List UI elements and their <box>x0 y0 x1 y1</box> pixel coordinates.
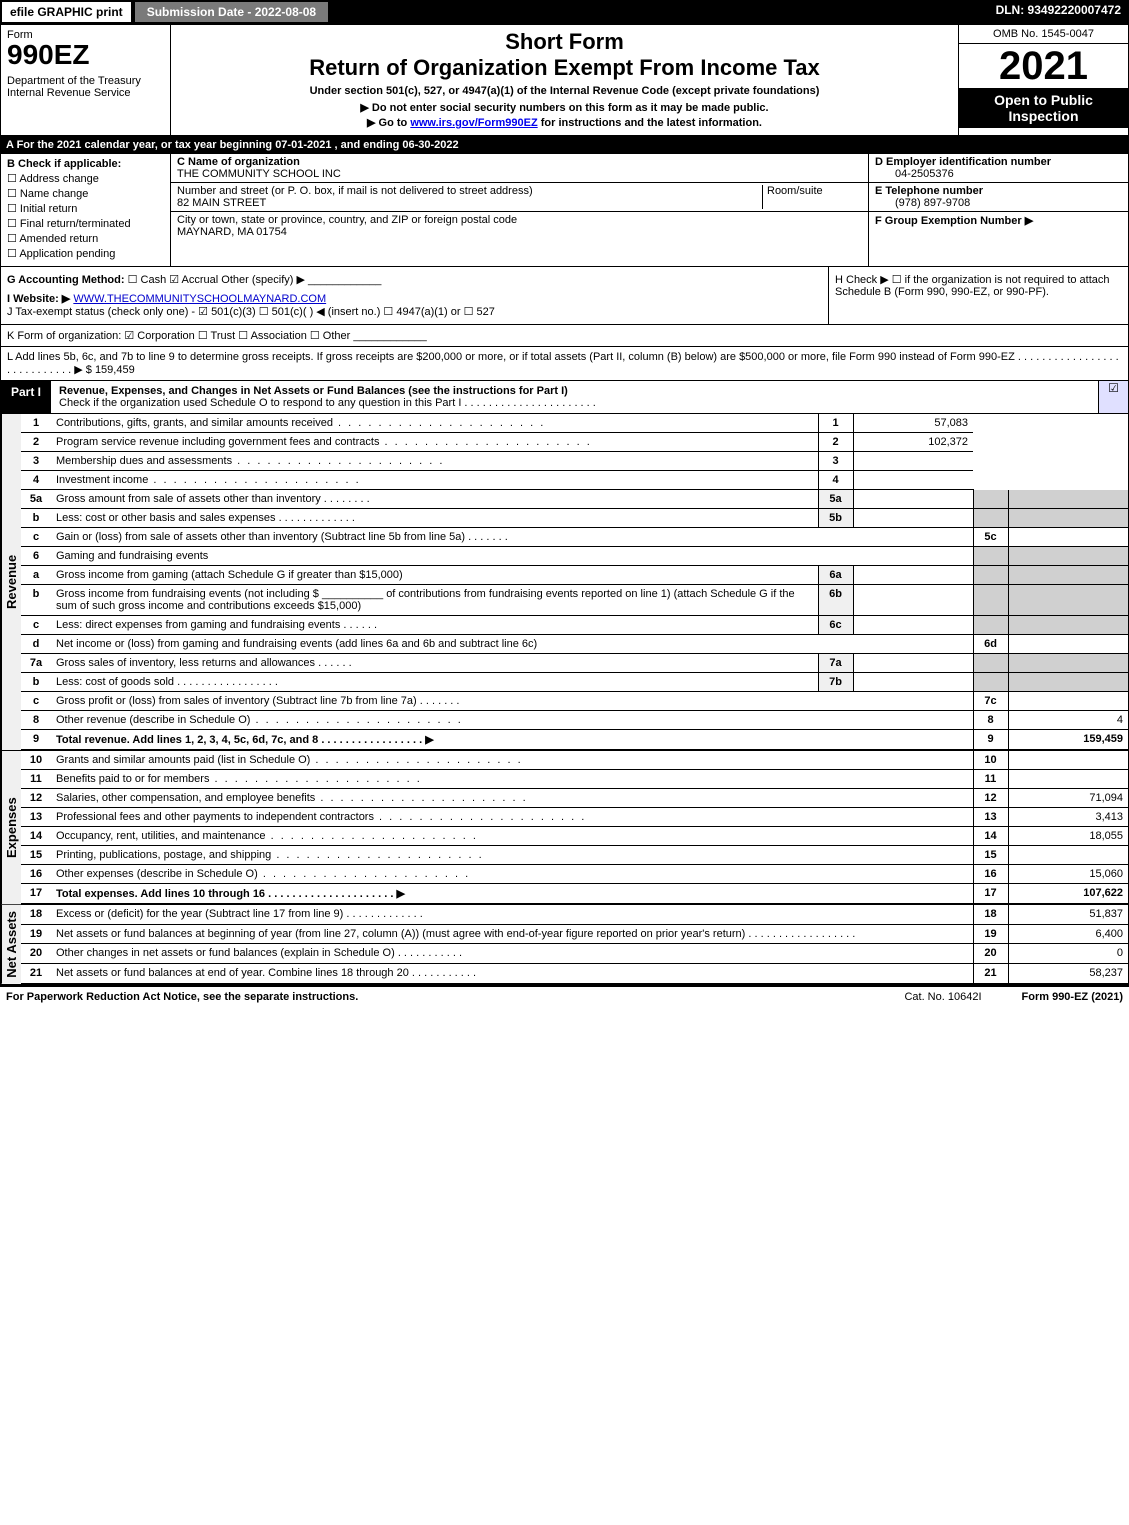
block-bcdef: B Check if applicable: ☐ Address change … <box>0 154 1129 267</box>
form-footer: Form 990-EZ (2021) <box>1022 991 1123 1003</box>
part1-sub: Check if the organization used Schedule … <box>59 397 596 409</box>
netassets-section: Net Assets 18Excess or (deficit) for the… <box>0 904 1129 985</box>
line-3: 3Membership dues and assessments3 <box>21 452 1128 471</box>
line-11: 11Benefits paid to or for members11 <box>21 770 1128 789</box>
f-hdr: F Group Exemption Number ▶ <box>875 215 1033 227</box>
phone-value: (978) 897-9708 <box>875 197 1122 209</box>
line-1: 1Contributions, gifts, grants, and simil… <box>21 414 1128 433</box>
line-16: 16Other expenses (describe in Schedule O… <box>21 865 1128 884</box>
row-g: G Accounting Method: ☐ Cash ☑ Accrual Ot… <box>7 273 822 286</box>
page-footer: For Paperwork Reduction Act Notice, see … <box>0 985 1129 1007</box>
org-city: MAYNARD, MA 01754 <box>177 226 287 238</box>
paperwork-notice: For Paperwork Reduction Act Notice, see … <box>6 991 904 1003</box>
goto-pre: ▶ Go to <box>367 117 410 129</box>
line-6: 6Gaming and fundraising events <box>21 547 1128 566</box>
col-c: C Name of organization THE COMMUNITY SCH… <box>171 154 868 266</box>
col-b: B Check if applicable: ☐ Address change … <box>1 154 171 266</box>
part1-title: Revenue, Expenses, and Changes in Net As… <box>59 385 568 397</box>
chk-pending[interactable]: ☐ Application pending <box>7 247 164 260</box>
row-j: J Tax-exempt status (check only one) - ☑… <box>7 305 822 318</box>
line-6a: aGross income from gaming (attach Schedu… <box>21 566 1128 585</box>
c-city-hdr: City or town, state or province, country… <box>177 214 517 226</box>
block-ghij: G Accounting Method: ☐ Cash ☑ Accrual Ot… <box>0 267 1129 325</box>
line-6c: cLess: direct expenses from gaming and f… <box>21 616 1128 635</box>
short-form-title: Short Form <box>179 29 950 55</box>
c-street-hdr: Number and street (or P. O. box, if mail… <box>177 185 533 197</box>
part1-check[interactable]: ☑ <box>1098 381 1128 413</box>
org-street: 82 MAIN STREET <box>177 197 266 209</box>
line-17: 17Total expenses. Add lines 10 through 1… <box>21 884 1128 904</box>
omb-number: OMB No. 1545-0047 <box>959 25 1128 44</box>
submission-date: Submission Date - 2022-08-08 <box>133 0 330 24</box>
line-6b: bGross income from fundraising events (n… <box>21 585 1128 616</box>
under-section: Under section 501(c), 527, or 4947(a)(1)… <box>179 85 950 97</box>
part1-header: Part I Revenue, Expenses, and Changes in… <box>0 381 1129 414</box>
irs-link[interactable]: www.irs.gov/Form990EZ <box>410 117 537 129</box>
row-i: I Website: ▶ WWW.THECOMMUNITYSCHOOLMAYNA… <box>7 292 822 305</box>
expenses-section: Expenses 10Grants and similar amounts pa… <box>0 750 1129 904</box>
chk-initial[interactable]: ☐ Initial return <box>7 202 164 215</box>
top-bar: efile GRAPHIC print Submission Date - 20… <box>0 0 1129 24</box>
ein-value: 04-2505376 <box>875 168 1122 180</box>
goto-line: ▶ Go to www.irs.gov/Form990EZ for instru… <box>179 116 950 129</box>
row-k: K Form of organization: ☑ Corporation ☐ … <box>0 325 1129 347</box>
line-14: 14Occupancy, rent, utilities, and mainte… <box>21 827 1128 846</box>
org-name: THE COMMUNITY SCHOOL INC <box>177 168 341 180</box>
dept-label: Department of the Treasury Internal Reve… <box>7 75 164 99</box>
tax-year: 2021 <box>959 44 1128 88</box>
netassets-tab: Net Assets <box>1 905 21 984</box>
c-name-hdr: C Name of organization <box>177 156 300 168</box>
revenue-table: 1Contributions, gifts, grants, and simil… <box>21 414 1128 750</box>
line-4: 4Investment income4 <box>21 471 1128 490</box>
chk-amended[interactable]: ☐ Amended return <box>7 232 164 245</box>
d-hdr: D Employer identification number <box>875 156 1051 168</box>
dln-label: DLN: 93492220007472 <box>988 0 1129 24</box>
open-to-public: Open to Public Inspection <box>959 88 1128 128</box>
line-13: 13Professional fees and other payments t… <box>21 808 1128 827</box>
line-19: 19Net assets or fund balances at beginni… <box>21 924 1128 944</box>
line-5a: 5aGross amount from sale of assets other… <box>21 490 1128 509</box>
form-header: Form 990EZ Department of the Treasury In… <box>0 24 1129 136</box>
row-a-taxyear: A For the 2021 calendar year, or tax yea… <box>0 136 1129 154</box>
b-label: B Check if applicable: <box>7 158 121 170</box>
line-18: 18Excess or (deficit) for the year (Subt… <box>21 905 1128 924</box>
chk-address[interactable]: ☐ Address change <box>7 172 164 185</box>
line-7a: 7aGross sales of inventory, less returns… <box>21 654 1128 673</box>
revenue-tab: Revenue <box>1 414 21 750</box>
line-7b: bLess: cost of goods sold . . . . . . . … <box>21 673 1128 692</box>
form-title: Return of Organization Exempt From Incom… <box>179 55 950 81</box>
line-15: 15Printing, publications, postage, and s… <box>21 846 1128 865</box>
line-21: 21Net assets or fund balances at end of … <box>21 964 1128 984</box>
efile-label[interactable]: efile GRAPHIC print <box>0 0 133 24</box>
revenue-section: Revenue 1Contributions, gifts, grants, a… <box>0 414 1129 750</box>
line-2: 2Program service revenue including gover… <box>21 433 1128 452</box>
website-link[interactable]: WWW.THECOMMUNITYSCHOOLMAYNARD.COM <box>73 293 326 305</box>
gross-receipts: 159,459 <box>95 364 135 376</box>
line-5b: bLess: cost or other basis and sales exp… <box>21 509 1128 528</box>
line-20: 20Other changes in net assets or fund ba… <box>21 944 1128 964</box>
room-hdr: Room/suite <box>767 185 823 197</box>
chk-name[interactable]: ☐ Name change <box>7 187 164 200</box>
line-9: 9Total revenue. Add lines 1, 2, 3, 4, 5c… <box>21 730 1128 750</box>
form-number: 990EZ <box>7 41 164 69</box>
row-l: L Add lines 5b, 6c, and 7b to line 9 to … <box>0 347 1129 381</box>
expenses-table: 10Grants and similar amounts paid (list … <box>21 751 1128 904</box>
goto-post: for instructions and the latest informat… <box>538 117 762 129</box>
line-10: 10Grants and similar amounts paid (list … <box>21 751 1128 770</box>
line-12: 12Salaries, other compensation, and empl… <box>21 789 1128 808</box>
chk-final[interactable]: ☐ Final return/terminated <box>7 217 164 230</box>
row-h: H Check ▶ ☐ if the organization is not r… <box>828 267 1128 324</box>
line-7c: cGross profit or (loss) from sales of in… <box>21 692 1128 711</box>
part1-tag: Part I <box>1 381 51 413</box>
cat-no: Cat. No. 10642I <box>904 991 981 1003</box>
netassets-table: 18Excess or (deficit) for the year (Subt… <box>21 905 1128 984</box>
expenses-tab: Expenses <box>1 751 21 904</box>
e-hdr: E Telephone number <box>875 185 983 197</box>
col-def: D Employer identification number 04-2505… <box>868 154 1128 266</box>
line-8: 8Other revenue (describe in Schedule O)8… <box>21 711 1128 730</box>
line-5c: cGain or (loss) from sale of assets othe… <box>21 528 1128 547</box>
donot-line: ▶ Do not enter social security numbers o… <box>179 101 950 114</box>
line-6d: dNet income or (loss) from gaming and fu… <box>21 635 1128 654</box>
